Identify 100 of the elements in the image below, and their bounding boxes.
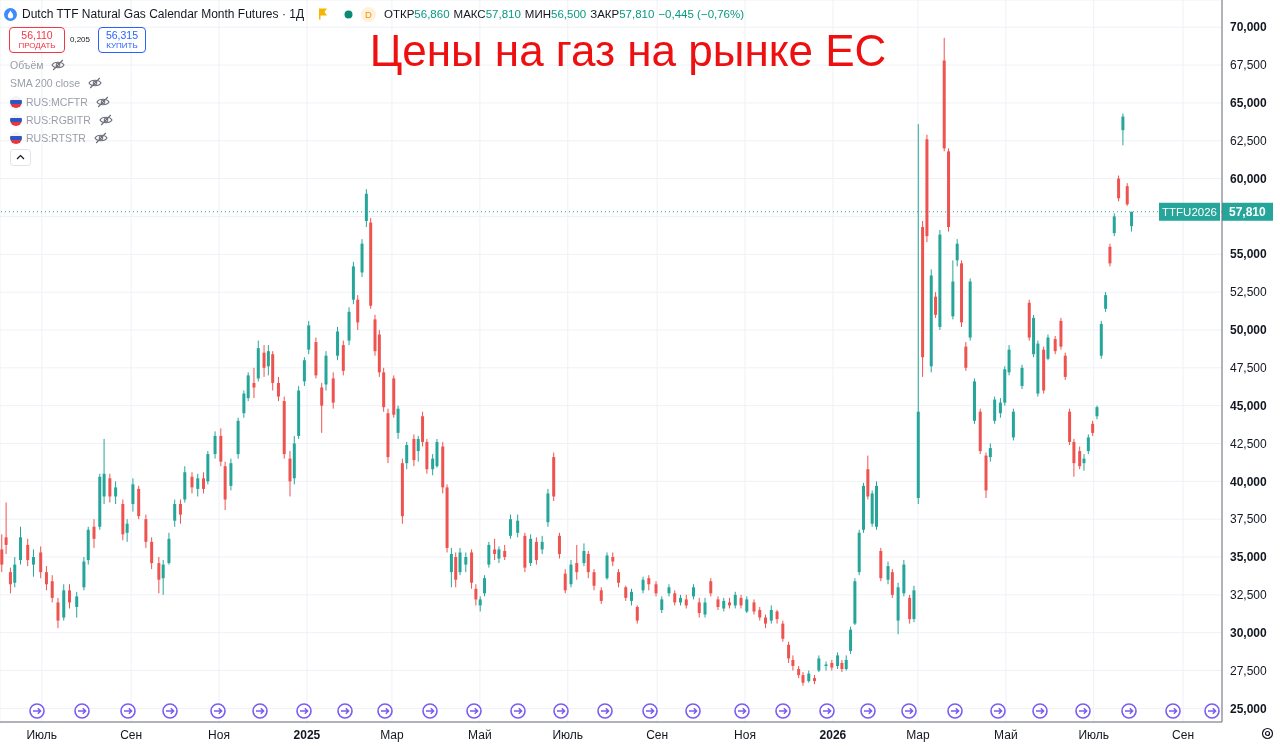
candlestick: [1117, 175, 1121, 202]
candlestick: [229, 458, 233, 491]
annotation: RUS:RGBITR: [26, 113, 91, 126]
candlestick: [242, 390, 246, 419]
candlestick: [150, 536, 154, 570]
sell-button: 56,110 ПРОДАТЬ: [9, 27, 65, 53]
candlestick: [1104, 291, 1108, 313]
candlestick: [575, 544, 579, 581]
candlestick: [635, 604, 639, 625]
candlestick: [202, 471, 206, 494]
y-tick-label: 32,500: [1230, 588, 1268, 603]
annotation: −0,445 (−0,76%): [658, 8, 745, 20]
x-tick-label: Сен: [1172, 728, 1195, 742]
candlestick: [39, 545, 43, 579]
candlestick: [516, 514, 520, 538]
annotation: SMA 200 close: [10, 77, 81, 90]
annotation: 56,315: [105, 29, 139, 41]
candlestick: [68, 583, 72, 609]
candlestick: [998, 397, 1002, 419]
candlestick: [775, 609, 779, 625]
candlestick: [569, 559, 573, 588]
y-tick-label: 30,000: [1230, 625, 1268, 640]
candlestick: [540, 535, 544, 555]
annotation: 57,810: [485, 8, 521, 20]
annotation: Объём: [10, 59, 44, 71]
candlestick: [356, 294, 360, 331]
annotation: КУПИТЬ: [106, 41, 138, 51]
candlestick: [4, 502, 8, 555]
candlestick: [703, 597, 707, 619]
candlestick: [288, 450, 292, 497]
candlestick: [464, 551, 468, 573]
candlestick: [276, 376, 280, 402]
candlestick: [1130, 211, 1134, 233]
annotation: ПРОДАТЬ: [18, 41, 56, 51]
candlestick: [125, 518, 129, 543]
candlestick: [302, 356, 306, 387]
y-tick-label: 65,000: [1230, 96, 1268, 111]
y-tick-label: 42,500: [1230, 436, 1268, 451]
candlestick: [563, 568, 567, 594]
x-tick-label: Мар: [906, 728, 930, 742]
y-tick-label: 45,000: [1230, 398, 1268, 413]
candlestick: [586, 550, 590, 579]
candlestick: [1086, 433, 1090, 455]
candlestick: [1046, 334, 1050, 361]
y-tick-label: 25,000: [1230, 701, 1268, 716]
candlestick: [196, 473, 200, 497]
x-tick-label: Июль: [1078, 728, 1110, 742]
x-tick-label: Июль: [552, 728, 584, 742]
x-tick-label: Ноя: [734, 728, 756, 742]
candlestick: [144, 514, 148, 549]
annotation: МАКС: [453, 8, 486, 20]
candlestick: [320, 382, 324, 434]
candlestick: [1121, 113, 1125, 146]
candlestick: [246, 371, 250, 402]
buy-button: 56,315 КУПИТЬ: [98, 27, 146, 53]
candlestick: [592, 568, 596, 591]
candlestick: [405, 441, 409, 470]
candlestick: [890, 568, 894, 599]
candlestick: [787, 641, 791, 664]
candlestick: [1078, 446, 1082, 470]
annotation: МИН: [524, 8, 552, 20]
candlestick: [8, 567, 12, 594]
candlestick: [131, 477, 135, 513]
candlestick: [557, 532, 561, 560]
y-tick-label: 35,000: [1230, 550, 1268, 565]
candlestick: [416, 435, 420, 463]
candlestick: [102, 438, 106, 505]
x-tick-label: Июль: [26, 728, 58, 742]
candlestick: [964, 341, 968, 372]
candlestick: [955, 238, 959, 267]
candlestick: [667, 583, 671, 597]
candlestick: [266, 344, 270, 376]
y-tick-label: 52,500: [1230, 285, 1268, 300]
candlestick: [50, 574, 54, 603]
candlestick: [108, 473, 112, 504]
candlestick: [458, 547, 462, 576]
candlestick: [262, 344, 266, 378]
x-tick-label: 2025: [293, 728, 321, 742]
text: 57,810: [1229, 204, 1266, 219]
candlestick: [213, 430, 217, 460]
y-tick-label: 50,000: [1230, 323, 1268, 338]
candlestick: [849, 626, 853, 655]
annotation: ЗАКР: [590, 8, 620, 20]
x-tick-label: Май: [468, 728, 492, 742]
candlestick: [824, 660, 828, 672]
candlestick: [840, 659, 844, 673]
candlestick: [534, 536, 538, 566]
text: Dutch TTF Natural Gas Calendar Month Futures · 1Д: [22, 7, 305, 21]
candlestick: [993, 396, 997, 425]
candlestick: [56, 597, 60, 629]
candlestick: [1020, 364, 1024, 390]
candlestick: [19, 526, 23, 566]
candlestick: [1063, 352, 1067, 381]
candlestick: [934, 291, 938, 319]
candlestick: [709, 577, 713, 597]
annotation: 57,810: [619, 8, 655, 20]
annotation: 56,860: [414, 8, 450, 20]
candlestick: [454, 551, 458, 588]
annotation: 0,205: [70, 35, 91, 44]
x-tick-label: Сен: [646, 728, 669, 742]
